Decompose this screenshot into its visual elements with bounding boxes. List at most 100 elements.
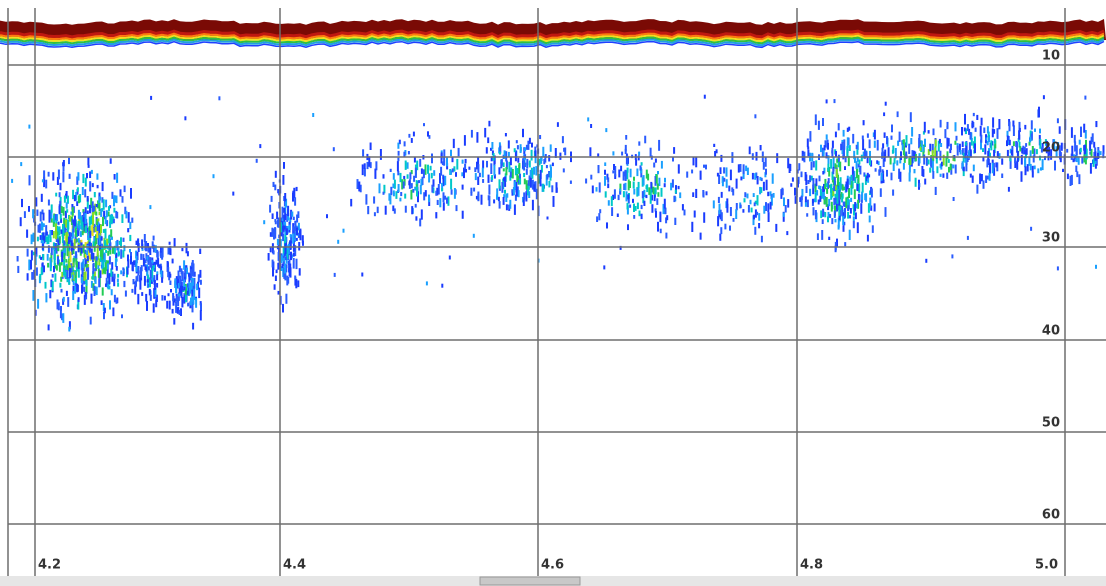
echo-speckle <box>510 172 512 178</box>
echo-speckle <box>397 161 399 171</box>
echo-speckle <box>289 268 291 276</box>
echo-speckle <box>411 206 413 214</box>
echo-speckle <box>946 126 948 129</box>
echo-speckle <box>161 295 163 301</box>
echo-speckle <box>172 309 174 314</box>
echo-speckle <box>409 172 411 179</box>
echo-speckle <box>867 178 869 182</box>
echo-speckle <box>823 191 825 199</box>
echo-speckle <box>107 285 109 289</box>
echo-speckle <box>523 173 525 177</box>
echo-speckle <box>74 216 76 227</box>
echo-speckle <box>78 297 80 302</box>
echo-speckle <box>909 173 911 182</box>
echo-speckle <box>368 156 370 167</box>
echo-speckle <box>815 178 817 186</box>
echo-speckle <box>939 151 941 161</box>
echo-speckle <box>48 200 50 206</box>
echo-speckle <box>1025 166 1027 175</box>
echo-speckle <box>563 148 565 152</box>
echo-speckle <box>835 151 837 157</box>
echo-speckle <box>180 286 182 296</box>
echo-speckle <box>47 254 49 261</box>
echo-speckle <box>287 206 289 216</box>
echo-speckle <box>744 192 746 197</box>
echo-speckle <box>100 224 102 233</box>
echo-speckle <box>740 205 742 209</box>
echo-speckle <box>290 252 292 260</box>
echo-speckle <box>40 257 42 260</box>
echo-speckle <box>665 233 667 239</box>
echo-speckle <box>295 279 297 288</box>
echo-speckle <box>57 256 59 264</box>
echo-speckle <box>596 187 598 192</box>
echo-speckle <box>278 291 280 295</box>
echo-speckle <box>910 112 912 122</box>
echo-speckle <box>283 162 285 169</box>
echo-speckle <box>285 245 287 255</box>
echo-speckle <box>720 167 722 174</box>
echo-speckle <box>1083 124 1085 133</box>
echo-speckle <box>674 218 676 225</box>
echo-speckle <box>587 117 589 121</box>
echo-speckle <box>286 228 288 235</box>
echo-speckle <box>183 260 185 270</box>
echo-speckle <box>864 194 866 201</box>
echo-speckle <box>17 266 19 273</box>
echo-speckle <box>184 116 186 120</box>
echo-speckle <box>524 147 526 151</box>
echo-speckle <box>821 230 823 240</box>
echo-speckle <box>908 158 910 165</box>
echo-speckle <box>410 190 412 200</box>
echo-speckle <box>863 120 865 125</box>
echo-speckle <box>830 159 832 169</box>
echo-speckle <box>373 196 375 203</box>
echo-speckle <box>362 149 364 157</box>
echo-speckle <box>979 174 981 184</box>
echo-speckle <box>645 195 647 198</box>
echo-speckle <box>293 217 295 220</box>
echo-speckle <box>59 201 61 204</box>
echo-speckle <box>59 283 61 288</box>
echo-speckle <box>892 150 894 154</box>
echo-speckle <box>633 215 635 219</box>
echo-speckle <box>76 201 78 206</box>
echo-speckle <box>842 193 844 198</box>
echo-speckle <box>812 178 814 188</box>
echo-speckle <box>960 150 962 155</box>
echo-speckle <box>52 274 54 278</box>
echo-speckle <box>673 147 675 154</box>
echo-speckle <box>633 177 635 181</box>
echo-speckle <box>68 158 70 164</box>
echo-speckle <box>282 304 284 313</box>
echo-speckle <box>482 160 484 168</box>
depth-label: 60 <box>1042 508 1060 523</box>
echo-speckle <box>42 179 44 182</box>
echo-speckle <box>847 212 849 219</box>
echo-speckle <box>101 300 103 305</box>
echo-speckle <box>452 168 454 172</box>
echo-speckle <box>604 176 606 186</box>
echo-speckle <box>829 214 831 218</box>
echo-speckle <box>807 139 809 148</box>
echo-speckle <box>902 144 904 150</box>
echo-speckle <box>747 194 749 199</box>
echo-speckle <box>906 135 908 146</box>
echo-speckle <box>66 291 68 296</box>
echo-speckle <box>744 198 746 202</box>
echo-speckle <box>86 264 88 268</box>
echo-speckle <box>874 141 876 148</box>
echo-speckle <box>638 152 640 156</box>
echo-speckle <box>719 234 721 241</box>
echo-speckle <box>59 263 61 272</box>
echo-speckle <box>952 165 954 169</box>
echo-speckle <box>944 129 946 138</box>
echo-speckle <box>428 173 430 182</box>
echo-speckle <box>885 207 887 217</box>
echo-speckle <box>85 225 87 233</box>
echo-speckle <box>491 175 493 180</box>
echo-speckle <box>107 251 109 256</box>
echo-speckle <box>1018 130 1020 139</box>
scrollbar-thumb[interactable] <box>480 577 580 585</box>
echo-speckle <box>505 167 507 175</box>
